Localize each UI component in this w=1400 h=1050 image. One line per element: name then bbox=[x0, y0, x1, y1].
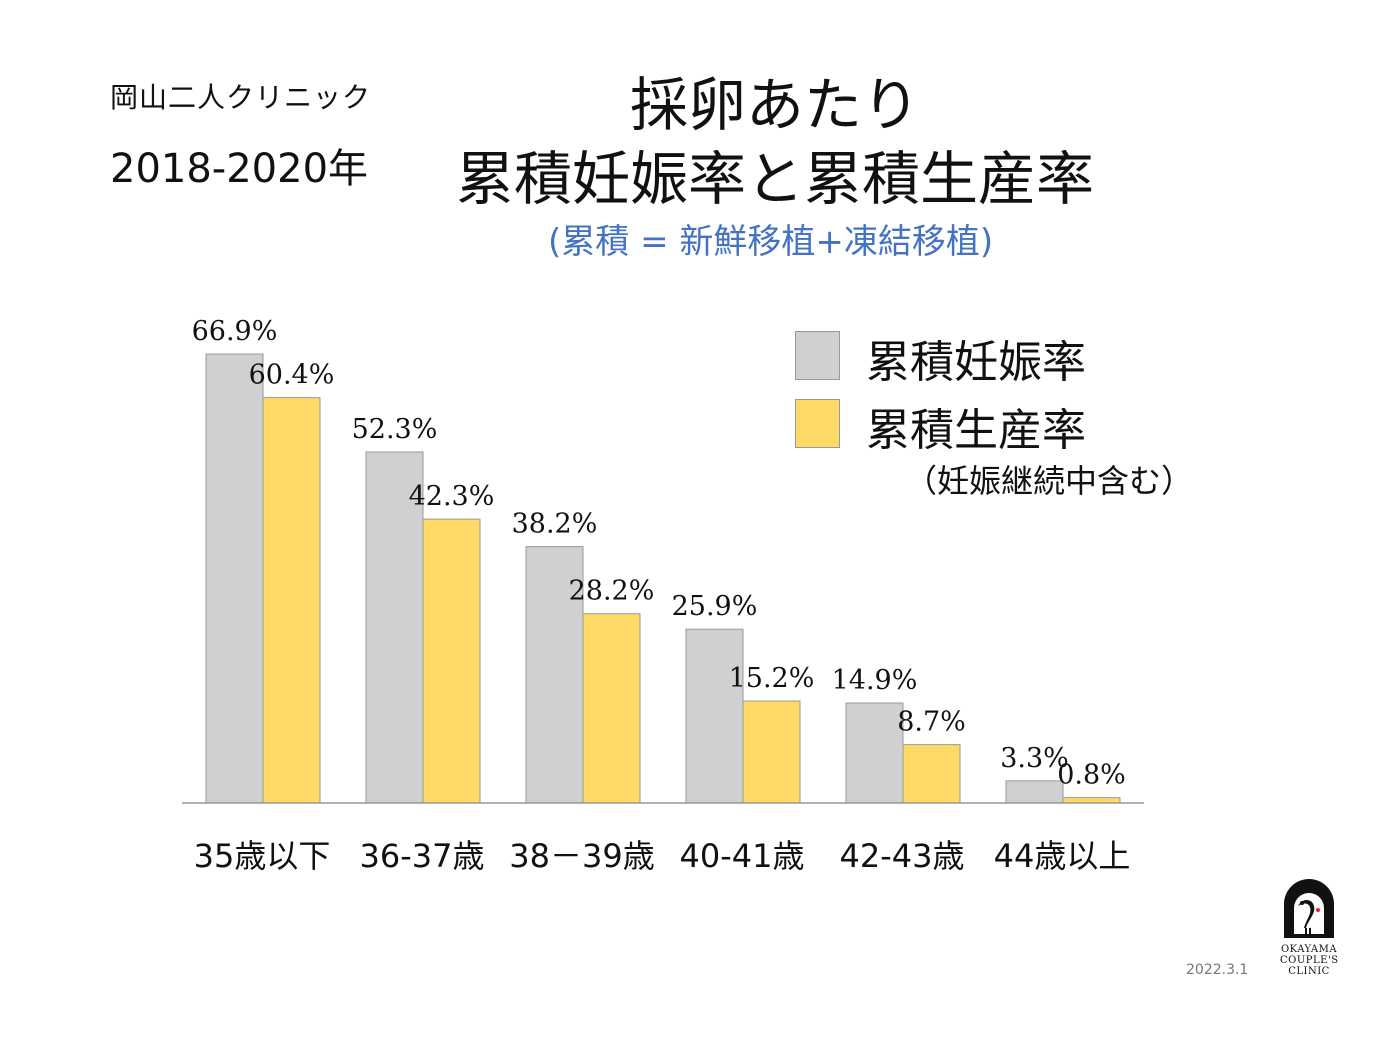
chart-title-line1: 採卵あたり bbox=[629, 71, 920, 139]
bar-livebirth-3 bbox=[742, 700, 801, 804]
legend-label-pregnancy: 累積妊娠率 bbox=[866, 337, 1086, 388]
bar-pregnancy-3 bbox=[685, 628, 744, 804]
bars-group bbox=[205, 353, 1121, 804]
bar-pregnancy-4 bbox=[845, 702, 904, 804]
data-label-pregnancy-5: 3.3% bbox=[1000, 743, 1069, 774]
chart-title-line2: 累積妊娠率と累積生産率 bbox=[455, 145, 1094, 213]
legend-swatch-pregnancy bbox=[795, 331, 840, 380]
bar-livebirth-4 bbox=[902, 744, 961, 804]
legend-label-livebirth: 累積生産率 bbox=[866, 405, 1086, 456]
category-label-5: 44歳以上 bbox=[994, 837, 1131, 875]
bar-pregnancy-1 bbox=[365, 451, 424, 804]
chart-subtitle: (累積 = 新鮮移植+凍結移植) bbox=[548, 222, 994, 262]
data-label-pregnancy-4: 14.9% bbox=[832, 665, 918, 696]
category-label-2: 38－39歳 bbox=[509, 837, 654, 875]
data-label-livebirth-5: 0.8% bbox=[1057, 760, 1126, 791]
bar-livebirth-2 bbox=[582, 613, 641, 804]
crane-logo-icon bbox=[1284, 879, 1334, 938]
bar-livebirth-5 bbox=[1062, 797, 1121, 804]
data-label-livebirth-3: 15.2% bbox=[729, 663, 815, 694]
bar-livebirth-1 bbox=[422, 518, 481, 804]
bar-pregnancy-5 bbox=[1005, 780, 1064, 804]
date-label: 2022.3.1 bbox=[1186, 962, 1249, 978]
data-label-pregnancy-1: 52.3% bbox=[352, 414, 438, 445]
logo-text-line1: OKAYAMA bbox=[1280, 944, 1338, 955]
data-label-livebirth-0: 60.4% bbox=[249, 360, 335, 391]
logo-text-line2: COUPLE'S bbox=[1280, 955, 1339, 966]
labels-group: 66.9% 60.4% 35歳以下 52.3% 42.3% 36-37歳 38.2% 28.2… bbox=[192, 316, 1131, 875]
bar-pregnancy-0 bbox=[205, 353, 264, 804]
category-label-4: 42-43歳 bbox=[840, 837, 965, 875]
data-label-livebirth-1: 42.3% bbox=[409, 481, 495, 512]
data-label-pregnancy-0: 66.9% bbox=[192, 316, 278, 347]
legend-swatch-livebirth bbox=[795, 399, 840, 448]
category-label-0: 35歳以下 bbox=[194, 837, 331, 875]
clinic-name: 岡山二人クリニック bbox=[110, 81, 372, 114]
category-label-3: 40-41歳 bbox=[680, 837, 805, 875]
legend-note: （妊娠継続中含む） bbox=[905, 462, 1194, 500]
category-label-1: 36-37歳 bbox=[360, 837, 485, 875]
bar-livebirth-0 bbox=[262, 397, 321, 804]
logo-text-line3: CLINIC bbox=[1288, 966, 1330, 977]
data-label-livebirth-4: 8.7% bbox=[897, 707, 966, 738]
period-label: 2018-2020年 bbox=[110, 146, 369, 192]
data-label-livebirth-2: 28.2% bbox=[569, 576, 655, 607]
data-label-pregnancy-2: 38.2% bbox=[512, 509, 598, 540]
data-label-pregnancy-3: 25.9% bbox=[672, 591, 758, 622]
clinic-logo: OKAYAMA COUPLE'S CLINIC bbox=[1280, 876, 1339, 977]
